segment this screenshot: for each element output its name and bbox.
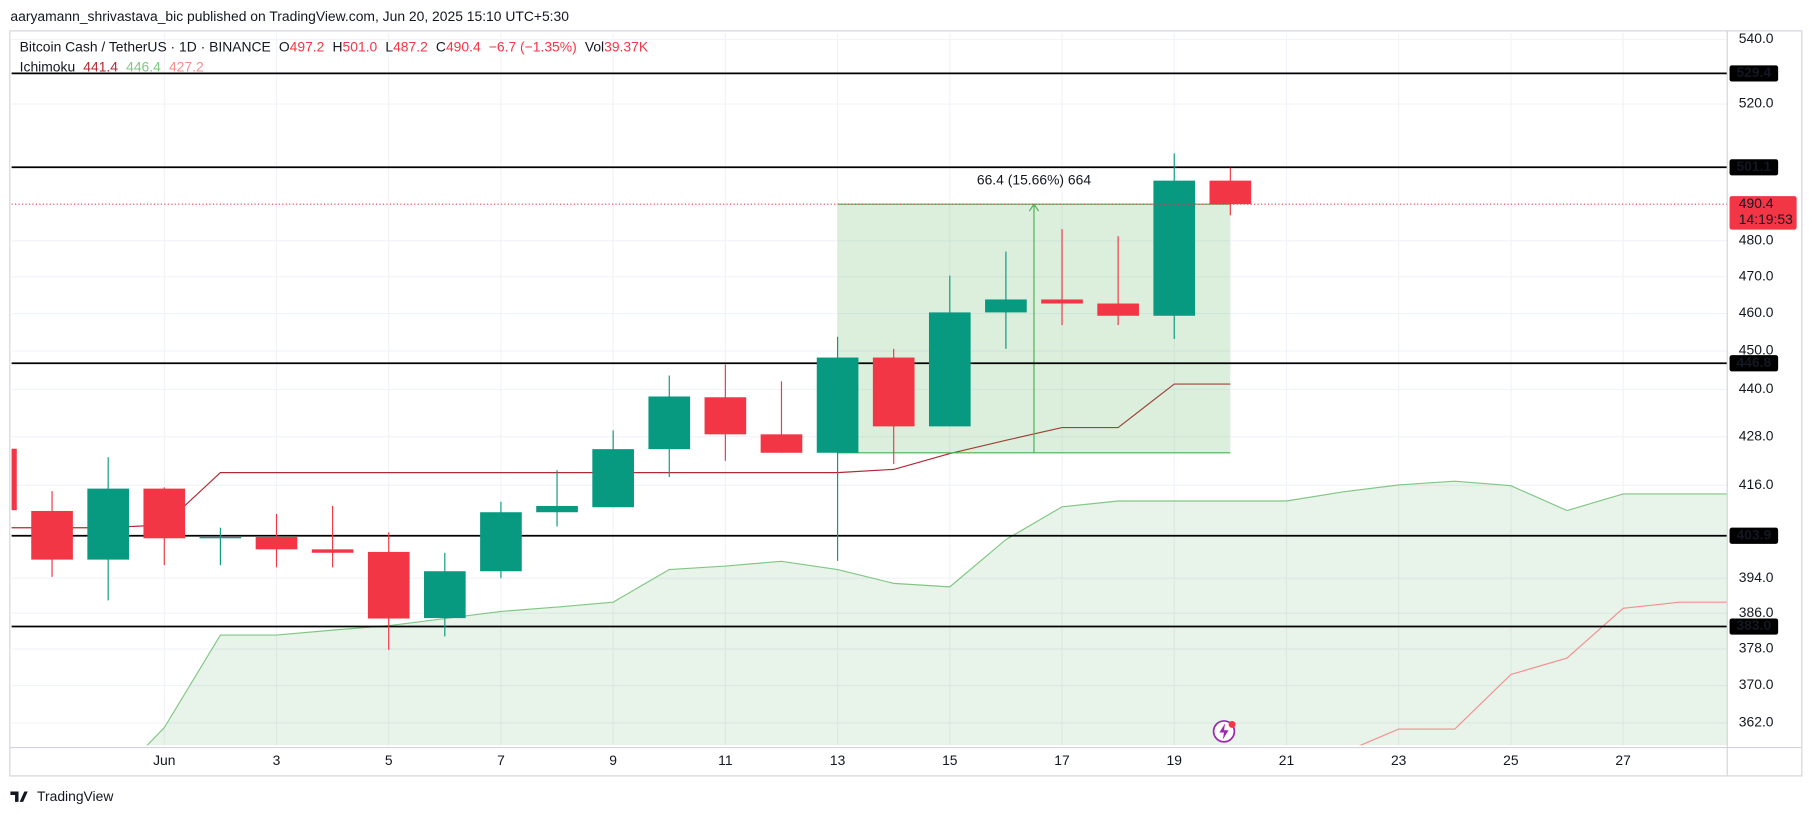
level-tag	[1729, 618, 1779, 635]
level-tag	[1729, 159, 1779, 176]
candle-body	[480, 512, 522, 572]
candle-body	[143, 488, 186, 539]
candle-body	[536, 505, 578, 513]
indicator-legend: Ichimoku 441.4 446.4 427.2	[20, 58, 204, 74]
y-tick-label: 386.0	[1739, 604, 1774, 620]
y-tick-label: 362.0	[1739, 714, 1774, 730]
x-tick-label: 15	[942, 752, 958, 768]
countdown: 14:19:53	[1739, 211, 1793, 227]
y-tick-label: 540.0	[1739, 30, 1774, 46]
ichimoku-line	[1359, 601, 1728, 746]
x-tick-label: 3	[273, 752, 281, 768]
level-tag	[1729, 65, 1779, 82]
level-label: 383.0	[1736, 617, 1771, 633]
x-tick-label: 27	[1615, 752, 1631, 768]
level-label: 403.9	[1736, 526, 1771, 542]
y-tick-label: 370.0	[1739, 676, 1774, 692]
alert-icon[interactable]	[1212, 720, 1236, 743]
level-label: 446.8	[1736, 354, 1771, 370]
indicator-value: 427.2	[169, 58, 204, 74]
candle-body	[367, 551, 410, 619]
candle-body	[928, 312, 971, 427]
volume-value: 39.37K	[604, 38, 649, 54]
symbol: Bitcoin Cash / TetherUS · 1D · BINANCE	[20, 38, 271, 54]
y-tick-label: 480.0	[1739, 231, 1774, 247]
y-tick-label: 428.0	[1739, 427, 1774, 443]
brand: TradingView	[37, 788, 114, 804]
y-tick-label: 460.0	[1739, 304, 1774, 320]
ohlc-label: O	[279, 38, 290, 54]
candle-body	[760, 434, 803, 453]
plot: 66.4 (15.66%) 664	[11, 32, 1728, 746]
last-price-tag	[1729, 196, 1797, 230]
candle-body	[704, 397, 747, 435]
x-tick-label: 19	[1167, 752, 1183, 768]
indicator-name: Ichimoku	[20, 58, 76, 74]
ohlc-label: C	[436, 38, 446, 54]
ohlc-value: 501.0	[343, 38, 378, 54]
candle-body	[255, 537, 298, 550]
candle-body	[1041, 299, 1083, 304]
candle-body	[87, 488, 129, 560]
x-tick-label: 17	[1054, 752, 1070, 768]
brand-logo[interactable]: TradingView	[10, 788, 114, 804]
axes: 362.0 370.0 378.0 386.0 394.0 416.0 428.0 440.0…	[153, 30, 1797, 768]
publish-note: aaryamann_shrivastava_bic published on T…	[10, 8, 569, 24]
x-tick-label: 23	[1391, 752, 1407, 768]
candle-body	[311, 549, 354, 553]
candle-body	[816, 357, 859, 453]
candle-body	[1153, 180, 1196, 316]
candle-body	[11, 448, 17, 511]
x-tick-label: 11	[718, 752, 733, 768]
x-tick-label: 25	[1503, 752, 1519, 768]
y-tick-label: 450.0	[1739, 342, 1774, 358]
level-tag	[1729, 527, 1779, 544]
candle-body	[648, 396, 691, 450]
indicator-value: 441.4	[83, 58, 118, 74]
level-tag	[1729, 355, 1779, 372]
cloud-area	[147, 481, 1728, 746]
y-tick-label: 440.0	[1739, 380, 1774, 396]
y-tick-label: 470.0	[1739, 267, 1774, 283]
ohlc-value: 497.2	[290, 38, 325, 54]
measure-arrowhead	[1028, 203, 1040, 212]
candle-body	[592, 449, 634, 508]
last-price-label: 490.4	[1739, 195, 1774, 211]
candle-body	[985, 299, 1027, 313]
candle-body	[872, 357, 915, 427]
ohlc-value: 490.4	[446, 38, 481, 54]
candle-body	[1097, 303, 1139, 316]
x-tick-label: 13	[830, 752, 846, 768]
level-label: 501.1	[1736, 158, 1771, 174]
measure-label: 66.4 (15.66%) 664	[977, 172, 1091, 188]
y-tick-label: 378.0	[1739, 640, 1774, 656]
indicator-value: 446.4	[126, 58, 161, 74]
legend-line: Bitcoin Cash / TetherUS · 1D · BINANCE O4…	[20, 38, 649, 54]
x-tick-label: 5	[385, 752, 393, 768]
x-tick-label: Jun	[153, 752, 175, 768]
candle-body	[1209, 180, 1252, 205]
y-tick-label: 520.0	[1739, 95, 1774, 111]
candle-body	[31, 510, 73, 560]
level-label: 529.4	[1736, 64, 1771, 80]
candle-body	[199, 537, 242, 539]
y-tick-label: 394.0	[1739, 569, 1774, 585]
ohlc-value: 487.2	[393, 38, 428, 54]
ohlc-label: H	[333, 38, 343, 54]
ohlc-label: L	[385, 38, 393, 54]
x-tick-label: 21	[1279, 752, 1295, 768]
x-tick-label: 9	[609, 752, 617, 768]
y-tick-label: 416.0	[1739, 476, 1774, 492]
change: −6.7 (−1.35%)	[489, 38, 577, 54]
candle-body	[423, 571, 466, 619]
x-tick-label: 7	[497, 752, 505, 768]
volume-label: Vol	[585, 38, 604, 54]
chart-frame	[9, 30, 1803, 777]
